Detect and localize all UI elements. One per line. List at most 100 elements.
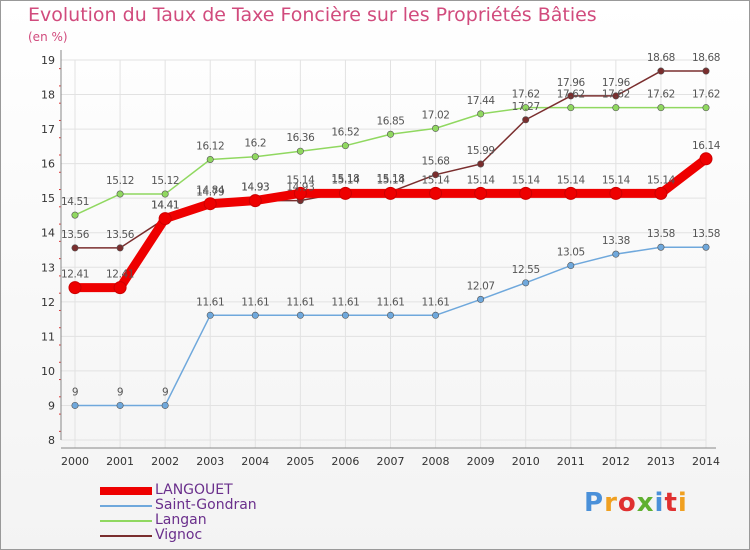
data-point-saint-gondran xyxy=(251,311,259,319)
data-label-vignoc: 18.68 xyxy=(692,52,720,64)
y-tick-label: 18 xyxy=(41,89,55,102)
data-label-langouet: 15.14 xyxy=(647,174,676,186)
data-label-saint-gondran: 11.61 xyxy=(376,296,404,308)
data-point-langan xyxy=(71,211,79,219)
data-label-langan: 16.36 xyxy=(286,132,315,144)
data-point-saint-gondran xyxy=(71,401,79,409)
logo-letter: i xyxy=(654,488,665,518)
data-point-vignoc xyxy=(71,244,79,252)
data-label-langan: 16.2 xyxy=(244,138,266,150)
data-point-langouet xyxy=(338,186,352,200)
data-point-langouet xyxy=(564,186,578,200)
data-label-saint-gondran: 11.61 xyxy=(241,296,269,308)
data-point-langouet xyxy=(384,186,397,200)
data-label-vignoc: 15.18 xyxy=(376,173,404,185)
data-point-langouet xyxy=(293,186,307,200)
legend-item-saint-gondran: Saint-Gondran xyxy=(100,497,400,513)
y-tick-label: 12 xyxy=(41,296,55,309)
data-point-langouet xyxy=(248,194,262,208)
data-label-langan: 17.62 xyxy=(512,89,540,101)
data-point-langouet xyxy=(609,186,623,200)
logo-letter: o xyxy=(617,488,637,518)
data-label-langouet: 15.14 xyxy=(602,174,631,186)
data-point-saint-gondran xyxy=(702,243,710,251)
y-tick-label: 15 xyxy=(41,192,55,205)
data-label-saint-gondran: 12.55 xyxy=(512,264,540,276)
data-point-saint-gondran xyxy=(477,295,485,303)
data-label-langouet: 15.14 xyxy=(376,174,405,186)
data-label-langan: 14.51 xyxy=(61,196,89,208)
y-tick-label: 14 xyxy=(41,227,55,240)
data-point-saint-gondran xyxy=(161,401,169,409)
data-label-langan: 17.44 xyxy=(467,95,496,107)
data-point-langan xyxy=(206,155,214,163)
legend-label-saint-gondran: Saint-Gondran xyxy=(155,497,257,513)
data-label-vignoc: 15.99 xyxy=(467,145,495,157)
x-tick-label: 2008 xyxy=(422,455,450,468)
y-tick-label: 16 xyxy=(41,158,55,171)
data-point-langan xyxy=(432,124,440,132)
data-point-saint-gondran xyxy=(567,262,575,270)
data-point-langouet xyxy=(699,152,713,166)
data-label-saint-gondran: 9 xyxy=(72,386,78,398)
data-point-langouet xyxy=(203,197,217,211)
data-point-vignoc xyxy=(522,116,530,124)
data-point-vignoc xyxy=(612,92,620,100)
data-point-langan xyxy=(386,130,394,138)
y-tick-label: 9 xyxy=(48,399,55,412)
data-label-langan: 16.12 xyxy=(196,140,224,152)
data-point-langan xyxy=(657,104,665,112)
legend-item-langan: Langan xyxy=(100,512,400,528)
data-point-saint-gondran xyxy=(432,311,440,319)
data-label-saint-gondran: 12.07 xyxy=(467,280,495,292)
x-tick-label: 2005 xyxy=(286,455,314,468)
data-point-vignoc xyxy=(657,67,665,75)
x-tick-label: 2012 xyxy=(602,455,630,468)
data-label-langan: 17.62 xyxy=(602,89,630,101)
data-point-saint-gondran xyxy=(522,279,530,287)
legend-label-vignoc: Vignoc xyxy=(155,527,203,543)
data-point-langan xyxy=(477,110,485,118)
legend-label-langouet: LANGOUET xyxy=(155,482,233,498)
data-label-vignoc: 17.96 xyxy=(602,77,631,89)
data-label-langan: 16.52 xyxy=(331,127,359,139)
data-point-saint-gondran xyxy=(341,311,349,319)
data-point-langouet xyxy=(68,281,82,295)
data-label-langan: 15.12 xyxy=(151,175,179,187)
data-label-saint-gondran: 11.61 xyxy=(286,296,314,308)
data-point-saint-gondran xyxy=(612,250,620,258)
y-tick-label: 11 xyxy=(41,330,55,343)
data-label-langan: 16.85 xyxy=(376,115,404,127)
legend-swatch-saint-gondran xyxy=(100,505,152,507)
legend-swatch-vignoc xyxy=(100,535,152,537)
data-label-saint-gondran: 13.58 xyxy=(692,228,720,240)
logo-letter: i xyxy=(677,488,688,518)
y-tick-label: 10 xyxy=(41,365,55,378)
data-label-langouet: 15.14 xyxy=(331,174,360,186)
x-tick-label: 2013 xyxy=(647,455,675,468)
data-label-vignoc: 14.41 xyxy=(151,200,179,212)
data-point-langan xyxy=(296,147,304,155)
data-label-vignoc: 15.18 xyxy=(331,173,359,185)
x-tick-label: 2014 xyxy=(692,455,720,468)
data-point-saint-gondran xyxy=(206,311,214,319)
data-point-vignoc xyxy=(567,92,575,100)
data-point-saint-gondran xyxy=(296,311,304,319)
x-tick-label: 2003 xyxy=(196,455,224,468)
data-label-saint-gondran: 9 xyxy=(117,386,123,398)
legend-item-vignoc: Vignoc xyxy=(100,527,400,543)
data-point-langouet xyxy=(429,186,443,200)
x-tick-label: 2004 xyxy=(241,455,269,468)
data-point-langan xyxy=(161,190,169,198)
data-label-langan: 15.12 xyxy=(106,175,134,187)
logo-letter: x xyxy=(636,488,655,518)
y-tick-label: 17 xyxy=(41,123,55,136)
chart-subtitle: (en %) xyxy=(28,30,68,44)
logo-letter: t xyxy=(664,488,678,518)
data-label-saint-gondran: 13.38 xyxy=(602,235,630,247)
data-label-langan: 17.62 xyxy=(557,89,585,101)
data-label-vignoc: 13.56 xyxy=(61,229,90,241)
chart-title: Evolution du Taux de Taxe Foncière sur l… xyxy=(28,4,597,26)
x-tick-label: 2009 xyxy=(467,455,495,468)
x-tick-label: 2000 xyxy=(61,455,89,468)
